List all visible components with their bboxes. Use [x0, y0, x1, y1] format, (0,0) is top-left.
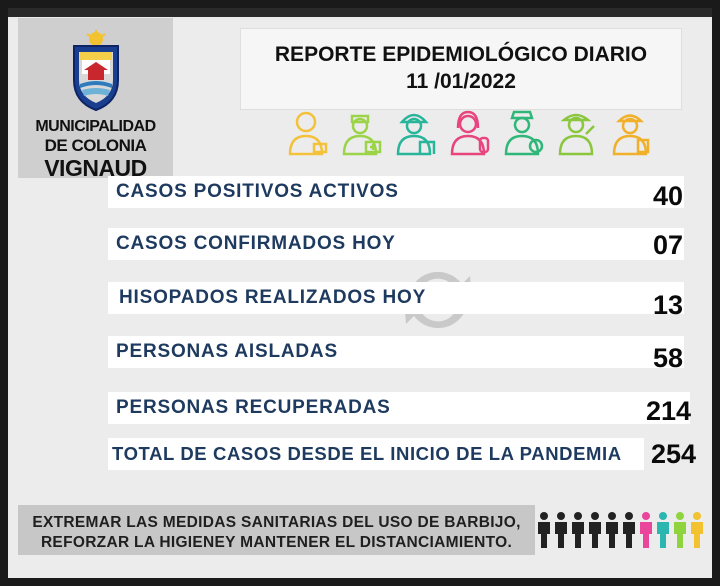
worker-icon	[612, 114, 650, 156]
health-message-line-2: REFORZAR LA HIGIENEY MANTENER EL DISTANC…	[40, 534, 513, 551]
person-figure-icon	[538, 512, 550, 548]
nurse-icon	[342, 114, 382, 156]
logo-line-2: DE COLONIA	[44, 136, 147, 155]
report-title-line: REPORTE EPIDEMIOLÓGICO DIARIO	[274, 43, 648, 66]
top-border	[8, 8, 712, 17]
stat-label-confirmed-today: CASOS CONFIRMADOS HOY	[116, 233, 396, 254]
person-figure-icon	[623, 512, 635, 548]
health-message: EXTREMAR LAS MEDIDAS SANITARIAS DEL USO …	[18, 513, 535, 553]
stat-value-isolated: 58	[652, 343, 683, 373]
firefighter-icon	[396, 113, 436, 156]
stat-value-total-cases: 254	[650, 439, 696, 469]
stat-value-confirmed-today: 07	[652, 230, 683, 260]
stat-label-swabs-today: HISOPADOS REALIZADOS HOY	[119, 287, 427, 308]
essential-workers-icons	[286, 108, 666, 158]
report-title: REPORTE EPIDEMIOLÓGICO DIARIO 11 /01/202…	[241, 41, 681, 95]
doctor-icon	[450, 110, 490, 156]
person-figure-icon	[640, 512, 652, 548]
person-figure-icon	[555, 512, 567, 548]
coat-of-arms-icon	[73, 30, 119, 112]
person-figure-icon	[572, 512, 584, 548]
stat-row-bg	[108, 176, 684, 208]
police-icon	[504, 110, 544, 156]
report-date: 11 /01/2022	[406, 70, 516, 93]
teacher-icon	[558, 113, 595, 156]
stat-value-recovered: 214	[645, 396, 691, 426]
person-figure-icon	[657, 512, 669, 548]
stat-label-recovered: PERSONAS RECUPERADAS	[116, 397, 391, 418]
person-figure-icon	[674, 512, 686, 548]
person-figure-icon	[606, 512, 618, 548]
person-figure-icon	[589, 512, 601, 548]
municipality-logo: MUNICIPALIDAD DE COLONIA VIGNAUD	[18, 18, 173, 181]
stat-row-bg	[108, 282, 684, 314]
stat-row-bg	[108, 392, 690, 424]
stat-value-swabs-today: 13	[652, 290, 683, 320]
stat-row-bg	[108, 228, 684, 260]
stat-label-isolated: PERSONAS AISLADAS	[116, 341, 338, 362]
stat-row-bg	[108, 438, 644, 470]
logo-line-1: MUNICIPALIDAD	[35, 118, 156, 135]
people-distancing-icon	[538, 512, 703, 548]
stat-value-active-cases: 40	[652, 181, 683, 211]
title-box: REPORTE EPIDEMIOLÓGICO DIARIO 11 /01/202…	[240, 28, 682, 110]
stat-row-bg	[108, 336, 684, 368]
health-message-line-1: EXTREMAR LAS MEDIDAS SANITARIAS DEL USO …	[32, 514, 521, 531]
stat-label-active-cases: CASOS POSITIVOS ACTIVOS	[116, 181, 399, 202]
person-figure-icon	[691, 512, 703, 548]
stat-label-total-cases: TOTAL DE CASOS DESDE EL INICIO DE LA PAN…	[112, 443, 622, 464]
health-message-box: EXTREMAR LAS MEDIDAS SANITARIAS DEL USO …	[18, 505, 535, 555]
health-worker-icon	[288, 111, 328, 156]
report-frame: MUNICIPALIDAD DE COLONIA VIGNAUD REPORTE…	[8, 8, 712, 578]
